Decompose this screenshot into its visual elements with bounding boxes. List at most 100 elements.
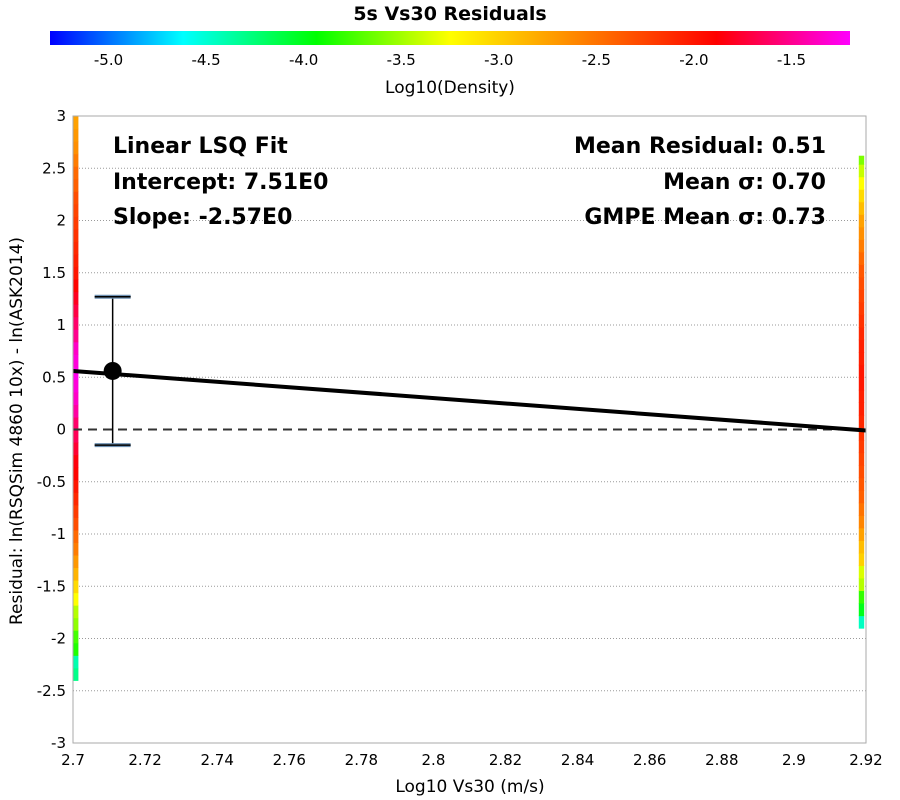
x-tick-label: 2.76 bbox=[273, 751, 306, 769]
density-cell bbox=[858, 427, 865, 441]
density-cell bbox=[73, 542, 79, 556]
density-cell bbox=[73, 166, 79, 180]
y-tick-label: 1.5 bbox=[42, 264, 66, 282]
plot-frame bbox=[72, 115, 867, 744]
density-cell bbox=[858, 540, 865, 554]
colorbar-tick-label: -2.0 bbox=[679, 51, 708, 69]
density-cell bbox=[73, 291, 79, 305]
annotation-right: Mean σ: 0.70 bbox=[663, 170, 826, 195]
density-cell bbox=[73, 216, 79, 230]
annotation-right: GMPE Mean σ: 0.73 bbox=[584, 205, 826, 230]
density-cell bbox=[858, 314, 865, 328]
density-cell bbox=[858, 289, 865, 303]
colorbar-gradient bbox=[50, 31, 850, 45]
x-tick-label: 2.8 bbox=[422, 751, 446, 769]
density-cell bbox=[858, 552, 865, 566]
density-cell bbox=[858, 226, 865, 240]
density-cell bbox=[858, 377, 865, 391]
density-cell bbox=[73, 429, 79, 443]
x-tick-label: 2.86 bbox=[633, 751, 666, 769]
density-cell bbox=[73, 579, 79, 594]
density-cell bbox=[73, 141, 79, 155]
y-tick-label: -0.5 bbox=[37, 473, 66, 491]
plot-area: 2.7 2.72 2.74 2.76 2.78 2.8 2.82 2.84 2.86 2.88 2.… bbox=[37, 107, 883, 769]
density-cell bbox=[858, 615, 865, 629]
y-tick-label: 0.5 bbox=[42, 368, 66, 386]
density-cell bbox=[73, 116, 79, 130]
density-cell bbox=[73, 178, 79, 192]
density-cell bbox=[73, 329, 79, 343]
density-cell bbox=[858, 490, 865, 504]
density-cell bbox=[73, 366, 79, 380]
density-cell bbox=[858, 352, 865, 366]
y-tick-label: 1 bbox=[56, 316, 66, 334]
y-tick-label: -3 bbox=[51, 734, 66, 752]
colorbar-tick-label: -5.0 bbox=[94, 51, 123, 69]
x-tick-label: 2.84 bbox=[561, 751, 594, 769]
annotations: Linear LSQ Fit Intercept: 7.51E0 Slope: -2… bbox=[113, 134, 826, 230]
annotation-left: Slope: -2.57E0 bbox=[113, 205, 292, 230]
y-tick-label: 0 bbox=[56, 421, 66, 439]
density-cell bbox=[858, 477, 865, 491]
density-cell bbox=[73, 655, 79, 669]
density-cell bbox=[73, 592, 79, 606]
density-cell bbox=[73, 504, 79, 518]
x-tick-label: 2.78 bbox=[345, 751, 378, 769]
density-cell bbox=[73, 554, 79, 569]
density-cell bbox=[858, 515, 865, 529]
density-cell bbox=[73, 416, 79, 431]
colorbar-tick-label: -4.5 bbox=[191, 51, 220, 69]
y-tick-label: -2.5 bbox=[37, 682, 66, 700]
density-cell bbox=[858, 327, 865, 341]
x-tick-label: 2.88 bbox=[705, 751, 738, 769]
density-cell bbox=[73, 228, 79, 242]
density-cell bbox=[73, 630, 79, 644]
density-cell bbox=[858, 276, 865, 291]
density-cell bbox=[858, 201, 865, 215]
y-tick-label: 2.5 bbox=[42, 159, 66, 177]
density-cell bbox=[858, 577, 865, 592]
density-cell bbox=[858, 164, 865, 178]
y-axis-label: Residual: ln(RSQSim 4860 10x) - ln(ASK20… bbox=[7, 237, 27, 625]
density-cell bbox=[858, 565, 865, 579]
colorbar-tick-label: -1.5 bbox=[777, 51, 806, 69]
density-cell bbox=[858, 189, 865, 203]
density-cell bbox=[858, 264, 865, 278]
density-cell bbox=[73, 316, 79, 330]
density-cell bbox=[858, 452, 865, 466]
density-cell bbox=[73, 391, 79, 406]
density-cell bbox=[858, 364, 865, 378]
density-cell bbox=[73, 492, 79, 506]
density-cell bbox=[858, 214, 865, 228]
density-cell bbox=[73, 442, 79, 456]
colorbar-label: Log10(Density) bbox=[385, 78, 515, 98]
density-cell bbox=[73, 667, 79, 681]
density-cell bbox=[858, 602, 865, 617]
colorbar-tick-label: -4.0 bbox=[289, 51, 318, 69]
x-tick-label: 2.74 bbox=[200, 751, 233, 769]
y-tick-label: -1.5 bbox=[37, 577, 66, 595]
density-cell bbox=[73, 567, 79, 581]
y-tick-label: -1 bbox=[51, 525, 66, 543]
density-cell bbox=[73, 279, 79, 293]
density-cell bbox=[858, 239, 865, 253]
x-tick-label: 2.82 bbox=[489, 751, 522, 769]
y-tick-label: -2 bbox=[51, 630, 66, 648]
density-cell bbox=[73, 479, 79, 493]
x-tick-label: 2.92 bbox=[849, 751, 882, 769]
x-tick-label: 2.9 bbox=[782, 751, 806, 769]
density-cell bbox=[73, 529, 79, 543]
density-cell bbox=[73, 617, 79, 631]
density-cell bbox=[73, 404, 79, 418]
density-cell bbox=[858, 590, 865, 604]
density-cell bbox=[858, 439, 865, 454]
density-cell bbox=[858, 155, 865, 165]
density-cell bbox=[73, 128, 79, 142]
density-cell bbox=[858, 527, 865, 541]
density-cell bbox=[73, 191, 79, 205]
colorbar-tick-label: -3.0 bbox=[484, 51, 513, 69]
density-cell bbox=[73, 605, 79, 619]
chart-title: 5s Vs30 Residuals bbox=[353, 3, 546, 25]
density-cell bbox=[73, 253, 79, 268]
